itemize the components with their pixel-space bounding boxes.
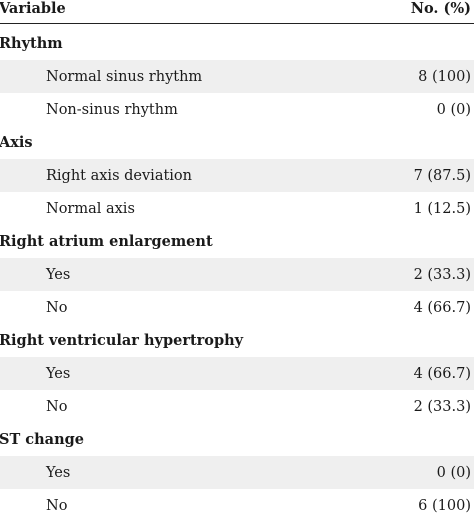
- table-header: Variable No. (%): [0, 0, 474, 22]
- row-value: 2 (33.3): [413, 399, 471, 415]
- table-row: Normal axis 1 (12.5): [0, 192, 474, 225]
- row-value: 4 (66.7): [413, 300, 471, 316]
- table-row: No 6 (100): [0, 489, 474, 522]
- row-label: Yes: [46, 267, 71, 283]
- header-variable: Variable: [0, 0, 66, 17]
- table-row: Yes 0 (0): [0, 456, 474, 489]
- row-label: Yes: [46, 465, 71, 481]
- category-label: Rhythm: [0, 35, 63, 52]
- row-value: 6 (100): [418, 498, 471, 514]
- table-row: No 4 (66.7): [0, 291, 474, 324]
- table-row: Right axis deviation 7 (87.5): [0, 159, 474, 192]
- row-value: 7 (87.5): [413, 168, 471, 184]
- category-label: Right ventricular hypertrophy: [0, 332, 244, 349]
- row-value: 4 (66.7): [413, 366, 471, 382]
- row-label: Normal sinus rhythm: [46, 69, 203, 85]
- row-label: Normal axis: [46, 201, 135, 217]
- row-label: No: [46, 300, 68, 316]
- row-value: 8 (100): [418, 69, 471, 85]
- category-label: Axis: [0, 134, 33, 151]
- row-value: 2 (33.3): [413, 267, 471, 283]
- category-row-st-change: ST change: [0, 423, 474, 456]
- row-label: No: [46, 399, 68, 415]
- category-row-rhythm: Rhythm: [0, 27, 474, 60]
- row-label: Yes: [46, 366, 71, 382]
- table-row: Yes 4 (66.7): [0, 357, 474, 390]
- header-rule: [0, 23, 474, 24]
- table-row: Yes 2 (33.3): [0, 258, 474, 291]
- table-row: Non-sinus rhythm 0 (0): [0, 93, 474, 126]
- row-label: Right axis deviation: [46, 168, 192, 184]
- category-label: ST change: [0, 431, 84, 448]
- row-value: 1 (12.5): [413, 201, 471, 217]
- row-label: Non-sinus rhythm: [46, 102, 178, 118]
- row-label: No: [46, 498, 68, 514]
- row-value: 0 (0): [436, 465, 471, 481]
- row-value: 0 (0): [436, 102, 471, 118]
- table-row: No 2 (33.3): [0, 390, 474, 423]
- category-row-right-atrium-enlargement: Right atrium enlargement: [0, 225, 474, 258]
- category-label: Right atrium enlargement: [0, 233, 213, 250]
- header-value: No. (%): [410, 0, 471, 17]
- category-row-axis: Axis: [0, 126, 474, 159]
- table-row: Normal sinus rhythm 8 (100): [0, 60, 474, 93]
- category-row-right-ventricular-hypertrophy: Right ventricular hypertrophy: [0, 324, 474, 357]
